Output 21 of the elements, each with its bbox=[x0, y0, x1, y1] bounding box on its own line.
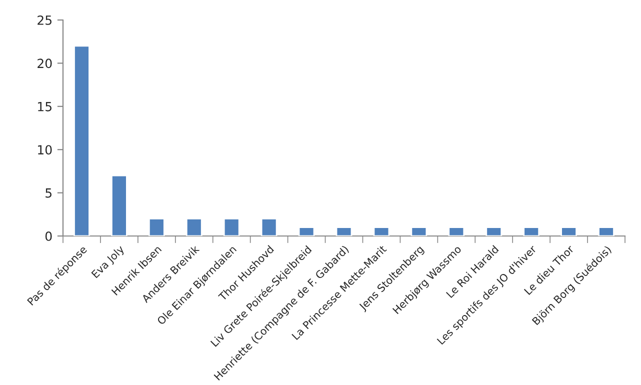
bar bbox=[223, 218, 240, 236]
bar bbox=[298, 226, 315, 236]
bar bbox=[598, 226, 614, 236]
bar bbox=[373, 226, 390, 236]
bar bbox=[148, 218, 165, 236]
y-tick-label: 25 bbox=[38, 15, 52, 25]
bar bbox=[260, 218, 278, 236]
y-tick-label: 0 bbox=[45, 231, 52, 241]
bar bbox=[448, 226, 465, 236]
bar bbox=[74, 45, 90, 236]
y-tick-label: 5 bbox=[46, 188, 52, 198]
bar bbox=[111, 174, 128, 236]
bar bbox=[186, 218, 202, 236]
y-tick-label: 15 bbox=[38, 102, 52, 112]
bar bbox=[410, 226, 428, 236]
bar bbox=[523, 226, 540, 236]
bar bbox=[336, 226, 352, 236]
y-tick-label: 10 bbox=[38, 145, 52, 155]
bar bbox=[560, 226, 577, 236]
bar bbox=[486, 226, 502, 236]
y-tick-label: 20 bbox=[38, 58, 52, 68]
